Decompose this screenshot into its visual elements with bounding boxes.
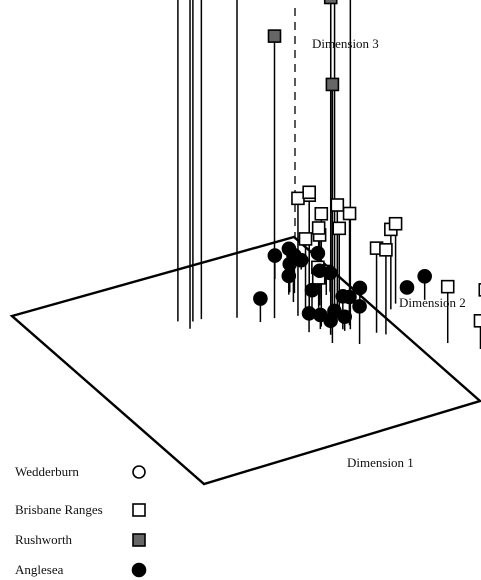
point-anglesea: [310, 245, 326, 261]
point-brisbane-ranges: [332, 221, 347, 236]
point-anglesea: [337, 309, 353, 325]
legend-marker-rushworth: [132, 533, 146, 547]
point-anglesea: [281, 268, 297, 284]
point-anglesea: [304, 282, 320, 298]
legend-label-wedderburn: Wedderburn: [15, 464, 79, 479]
point-anglesea: [399, 280, 415, 295]
point-anglesea: [352, 280, 368, 296]
point-anglesea: [312, 263, 327, 279]
point-anglesea: [253, 291, 268, 306]
legend-label-rushworth: Rushworth: [15, 532, 73, 547]
legend-marker-brisbane-ranges: [132, 503, 146, 517]
point-brisbane-ranges: [473, 313, 481, 328]
point-anglesea: [417, 268, 432, 284]
point-brisbane-ranges: [314, 207, 329, 221]
legend-label-anglesea: Anglesea: [15, 562, 64, 577]
point-brisbane-ranges: [478, 283, 481, 297]
point-rushworth: [325, 77, 340, 92]
point-brisbane-ranges: [302, 185, 316, 200]
legend-marker-anglesea: [131, 562, 147, 578]
point-brisbane-ranges: [291, 191, 305, 206]
point-brisbane-ranges: [298, 232, 313, 246]
point-brisbane-ranges: [330, 198, 345, 212]
point-rushworth: [323, 0, 338, 5]
point-brisbane-ranges: [440, 279, 455, 294]
point-anglesea: [335, 289, 351, 304]
point-brisbane-ranges: [342, 206, 357, 221]
axis-label-y: Dimension 2: [399, 295, 466, 310]
point-brisbane-ranges: [379, 243, 393, 257]
point-anglesea: [267, 248, 283, 263]
legend-marker-wedderburn: [132, 465, 146, 479]
legend: Wedderburn Brisbane Ranges Rushworth Angles…: [15, 464, 147, 578]
legend-label-brisbane-ranges: Brisbane Ranges: [15, 502, 103, 517]
axis-label-z: Dimension 3: [312, 36, 379, 51]
point-brisbane-ranges: [388, 216, 403, 231]
point-brisbane-ranges: [311, 221, 326, 235]
point-anglesea: [301, 306, 317, 321]
point-anglesea: [287, 248, 302, 263]
axis-label-x: Dimension 1: [347, 455, 414, 470]
base-plane: [9, 235, 481, 486]
point-anglesea: [352, 299, 367, 314]
point-rushworth: [267, 29, 282, 43]
